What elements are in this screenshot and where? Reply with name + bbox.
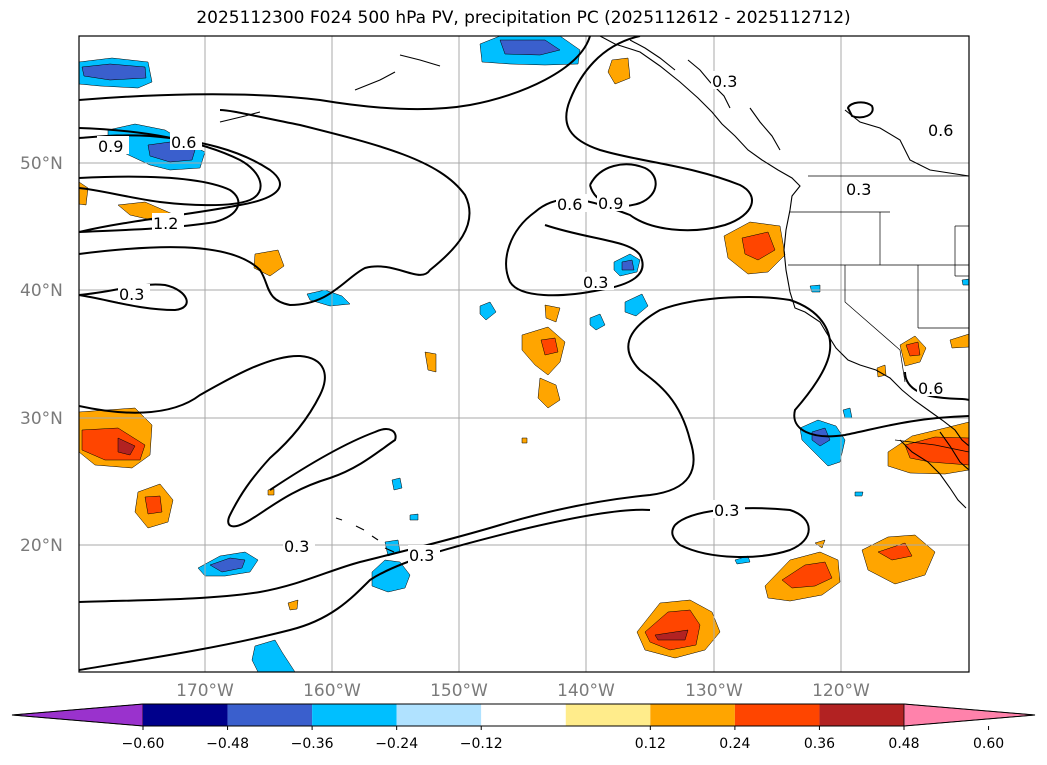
lon-label: 170°W	[176, 681, 234, 701]
map-area: 0.9 0.6 1.2 0.3 0.6 0.9 0.3 0.3 0.3 0.3 …	[79, 36, 969, 672]
colorbar-segment	[396, 704, 482, 726]
colorbar-segment	[481, 704, 566, 726]
colorbar-tick-label: −0.24	[375, 736, 418, 752]
colorbar-segment	[734, 704, 820, 726]
contour-label: 0.3	[712, 72, 737, 91]
lat-label: 20°N	[20, 536, 63, 556]
contour-label: 0.3	[583, 273, 608, 292]
colorbar-tick-label: 0.12	[635, 736, 666, 752]
colorbar-tick-label: 0.60	[973, 736, 1004, 752]
lon-label: 140°W	[557, 681, 615, 701]
colorbar-extend-high	[903, 703, 1036, 727]
lon-label: 150°W	[430, 681, 488, 701]
pv-contours	[79, 36, 969, 671]
colorbar-segment	[143, 704, 228, 726]
colorbar-segment	[312, 704, 397, 726]
colorbar-tick-label: −0.48	[206, 736, 249, 752]
map-frame	[78, 35, 970, 673]
colorbar-segment	[565, 704, 651, 726]
contour-label: 0.6	[171, 133, 196, 152]
colorbar-segment	[227, 704, 313, 726]
colorbar: −0.60 −0.48 −0.36 −0.24 −0.12 0.12 0.24 0.36 0.4…	[11, 703, 1036, 752]
lon-label: 130°W	[685, 681, 743, 701]
colorbar-tick-label: 0.48	[888, 736, 919, 752]
lat-label: 30°N	[20, 409, 63, 429]
contour-label: 0.6	[928, 121, 953, 140]
map-title: 2025112300 F024 500 hPa PV, precipitatio…	[196, 8, 851, 28]
colorbar-tick-label: −0.60	[122, 736, 165, 752]
longitude-labels: 170°W 160°W 150°W 140°W 130°W 120°W	[176, 681, 870, 701]
contour-label: 0.3	[846, 180, 871, 199]
contour-label: 0.9	[98, 137, 123, 156]
precip-negative-areas	[79, 36, 969, 672]
colorbar-tick-label: 0.36	[804, 736, 835, 752]
contour-label: 0.6	[557, 195, 582, 214]
colorbar-tick-label: −0.36	[291, 736, 334, 752]
lat-label: 50°N	[20, 154, 63, 174]
contour-label: 0.6	[918, 379, 943, 398]
lon-label: 160°W	[303, 681, 361, 701]
contour-label: 1.2	[153, 214, 178, 233]
colorbar-extend-low	[11, 703, 144, 727]
state-borders	[788, 175, 969, 453]
colorbar-tick-label: −0.12	[460, 736, 503, 752]
contour-label: 0.3	[119, 285, 144, 304]
contour-label: 0.9	[598, 194, 623, 213]
contour-label: 0.3	[409, 546, 434, 565]
graticule	[79, 36, 969, 672]
contour-label: 0.3	[714, 501, 739, 520]
colorbar-segment	[650, 704, 735, 726]
coastlines	[219, 36, 969, 553]
precip-positive-areas	[79, 57, 969, 659]
colorbar-tick-label: 0.24	[719, 736, 750, 752]
contour-label: 0.3	[284, 537, 309, 556]
contour-labels: 0.9 0.6 1.2 0.3 0.6 0.9 0.3 0.3 0.3 0.3 …	[97, 71, 959, 565]
lon-label: 120°W	[812, 681, 870, 701]
lat-label: 40°N	[20, 281, 63, 301]
colorbar-segment	[819, 704, 904, 726]
latitude-labels: 50°N 40°N 30°N 20°N	[20, 154, 63, 556]
